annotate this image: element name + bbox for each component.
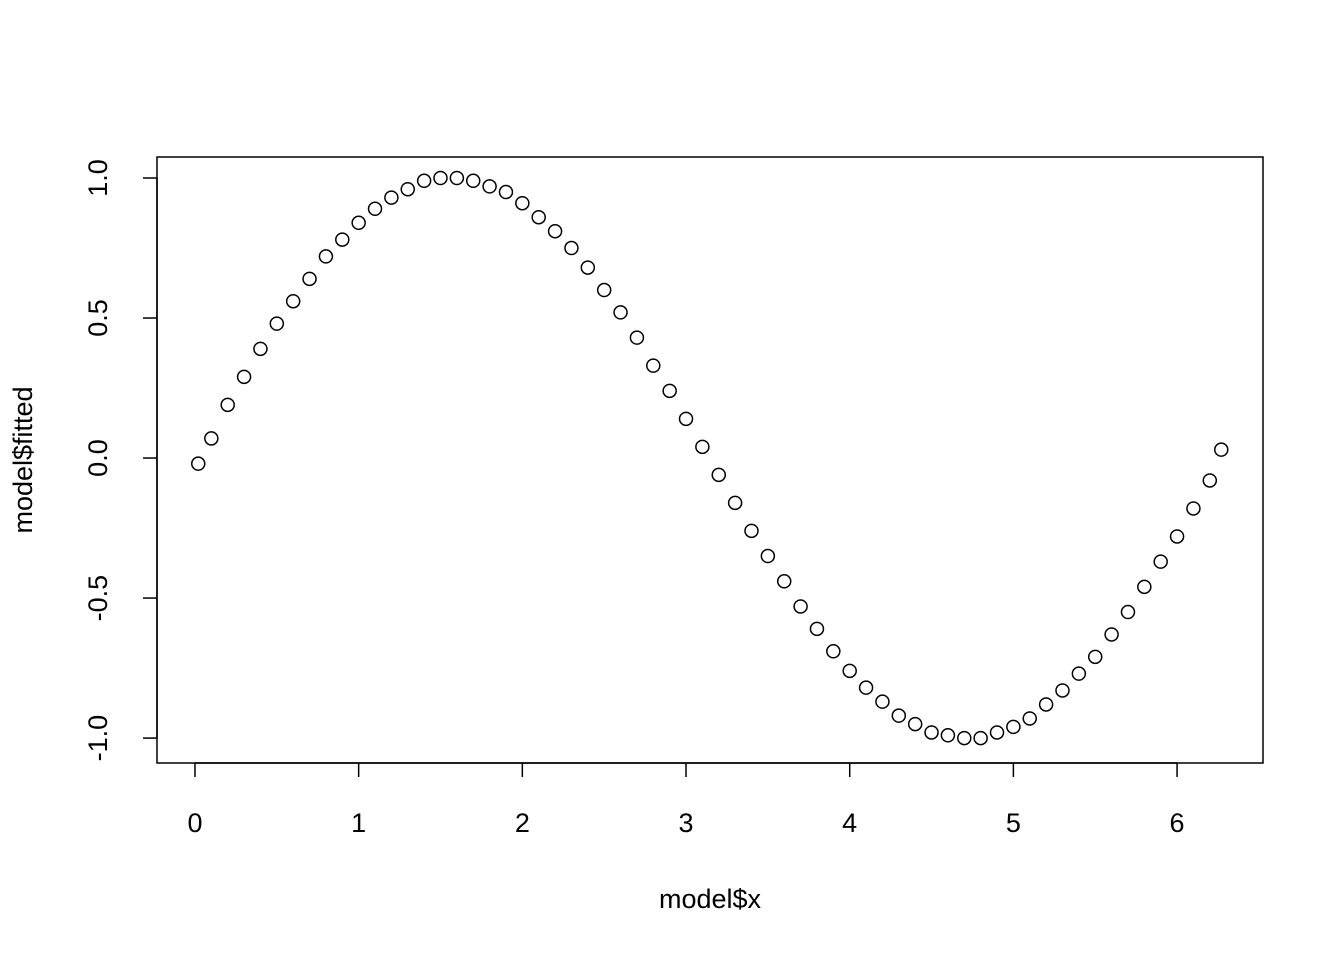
point bbox=[564, 240, 579, 256]
y-tick-label: 0.5 bbox=[83, 299, 113, 337]
plot-box bbox=[156, 156, 1264, 764]
point bbox=[302, 271, 317, 287]
point bbox=[515, 195, 530, 211]
point bbox=[351, 215, 366, 231]
point bbox=[793, 599, 808, 614]
point bbox=[1169, 529, 1185, 544]
point bbox=[433, 170, 448, 186]
point bbox=[989, 725, 1005, 740]
point bbox=[1071, 666, 1087, 681]
point bbox=[596, 282, 612, 298]
point bbox=[940, 728, 956, 743]
point bbox=[1087, 649, 1103, 665]
point bbox=[449, 170, 465, 186]
y-tick-label: 1.0 bbox=[83, 159, 113, 197]
point bbox=[907, 716, 923, 732]
point bbox=[204, 431, 219, 446]
point bbox=[924, 725, 939, 740]
y-tick-label: -0.5 bbox=[83, 575, 113, 622]
point bbox=[190, 456, 206, 471]
point bbox=[253, 341, 268, 357]
point bbox=[1202, 473, 1218, 488]
point bbox=[1137, 579, 1152, 595]
point bbox=[1120, 604, 1136, 620]
x-axis-label: model$x bbox=[659, 884, 762, 914]
x-tick-label: 0 bbox=[187, 808, 202, 838]
x-tick-label: 6 bbox=[1170, 808, 1185, 838]
y-tick-label: 0.0 bbox=[83, 439, 113, 477]
point bbox=[727, 495, 743, 511]
point bbox=[646, 358, 661, 373]
point bbox=[695, 439, 710, 455]
point bbox=[220, 397, 235, 413]
point bbox=[891, 708, 907, 723]
point bbox=[1055, 683, 1070, 698]
point bbox=[1104, 627, 1119, 642]
point bbox=[1038, 697, 1054, 712]
point bbox=[776, 574, 792, 589]
point bbox=[236, 369, 252, 385]
point bbox=[711, 467, 727, 483]
point bbox=[384, 190, 399, 205]
point bbox=[465, 173, 481, 189]
x-tick-label: 4 bbox=[842, 808, 857, 838]
point bbox=[580, 260, 596, 275]
point bbox=[367, 201, 383, 217]
x-tick-label: 2 bbox=[515, 808, 530, 838]
point bbox=[629, 330, 645, 345]
x-tick-label: 3 bbox=[679, 808, 694, 838]
point bbox=[613, 305, 628, 320]
y-axis-label: model$fitted bbox=[8, 386, 38, 533]
point bbox=[1006, 719, 1021, 735]
point bbox=[875, 694, 890, 709]
point bbox=[482, 179, 497, 194]
x-tick-label: 1 bbox=[351, 808, 366, 838]
point bbox=[285, 293, 301, 309]
point bbox=[416, 173, 432, 189]
x-tick-label: 5 bbox=[1006, 808, 1021, 838]
point bbox=[826, 644, 841, 659]
point bbox=[858, 680, 874, 695]
point bbox=[318, 249, 334, 264]
point bbox=[531, 209, 546, 225]
point bbox=[744, 523, 759, 539]
point bbox=[547, 223, 563, 239]
point bbox=[1214, 442, 1229, 457]
point bbox=[957, 730, 972, 746]
point bbox=[973, 730, 988, 746]
point bbox=[1022, 711, 1038, 726]
point bbox=[1153, 554, 1168, 569]
point bbox=[1186, 501, 1201, 516]
point bbox=[842, 663, 857, 679]
point bbox=[662, 383, 677, 399]
point bbox=[760, 548, 776, 564]
point bbox=[678, 411, 694, 427]
point bbox=[498, 184, 514, 200]
point bbox=[809, 621, 825, 637]
point bbox=[400, 181, 416, 197]
point bbox=[269, 316, 285, 331]
point bbox=[335, 232, 350, 247]
y-tick-label: -1.0 bbox=[83, 715, 113, 762]
